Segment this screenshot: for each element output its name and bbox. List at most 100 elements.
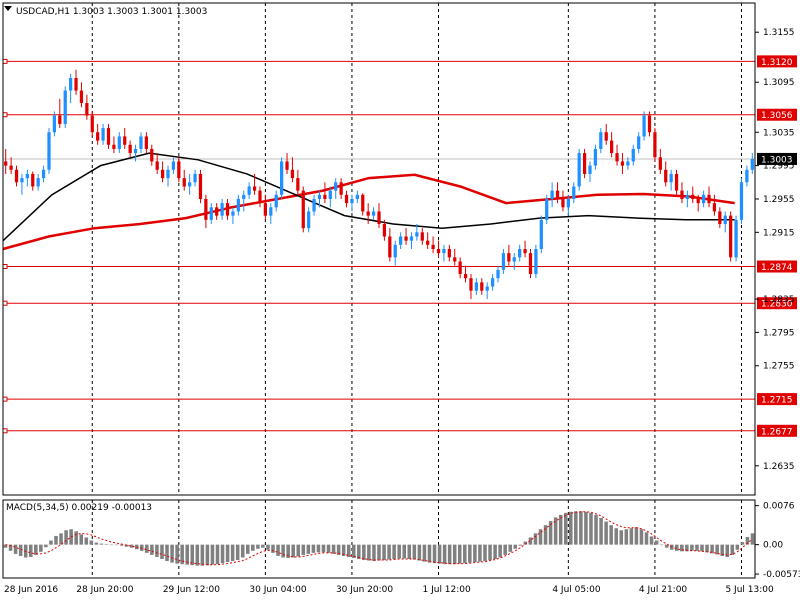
candle-body	[301, 190, 305, 229]
level-anchor-icon	[2, 396, 8, 402]
macd-bar	[508, 544, 512, 552]
level-label: 1.2715	[761, 396, 793, 406]
candle-body	[188, 182, 192, 187]
macd-bar	[240, 544, 245, 558]
macd-bar	[745, 536, 750, 545]
macd-bar	[59, 533, 63, 545]
macd-bar	[675, 544, 679, 551]
price-tick-label: 1.2835	[763, 295, 795, 305]
macd-bar	[659, 544, 664, 546]
candle-body	[101, 128, 105, 141]
candle-body	[745, 169, 749, 183]
candle-body	[453, 257, 457, 262]
macd-bar	[715, 544, 719, 555]
chart-menu-triangle-icon[interactable]	[4, 6, 12, 11]
macd-bar	[160, 544, 164, 560]
candle-body	[112, 144, 116, 149]
macd-bar	[49, 540, 53, 545]
candle-body	[469, 278, 473, 291]
candle-body	[669, 173, 673, 183]
candle-body	[555, 190, 560, 199]
macd-bar	[710, 544, 714, 554]
macd-bar	[442, 544, 447, 565]
candle-body	[74, 78, 78, 91]
macd-bar	[114, 544, 119, 546]
candle-body	[247, 186, 251, 195]
candle-body	[426, 240, 430, 245]
macd-bar	[452, 544, 457, 565]
time-tick-label: 28 Jun 2016	[4, 585, 58, 595]
macd-bar	[336, 544, 341, 555]
candle-body	[388, 236, 392, 258]
level-label-bg	[757, 108, 797, 121]
macd-bar	[246, 544, 250, 554]
candle-body	[599, 132, 603, 149]
macd-bar	[457, 544, 462, 564]
price-pane-border	[2, 2, 756, 496]
macd-bar	[170, 544, 174, 563]
current-price-badge	[757, 152, 797, 165]
macd-tick-label: -0.00573	[763, 570, 800, 580]
macd-bar	[417, 544, 422, 561]
macd-bar	[8, 544, 13, 551]
candle-body	[729, 215, 733, 258]
candle-body	[285, 161, 289, 170]
macd-bar	[498, 544, 502, 558]
macd-bar	[558, 514, 563, 545]
macd-bar	[271, 544, 275, 553]
macd-bar	[377, 544, 381, 561]
candle-body	[382, 223, 387, 237]
macd-bar	[230, 544, 235, 562]
candle-body	[355, 194, 359, 199]
macd-bar	[44, 544, 48, 548]
macd-bar	[13, 544, 18, 554]
moving-averages	[2, 152, 735, 251]
macd-bar	[301, 544, 306, 555]
macd-bar	[195, 544, 200, 566]
candle-body	[415, 232, 419, 237]
candle-body	[252, 186, 257, 191]
macd-bar	[185, 544, 189, 565]
macd-bar	[109, 544, 114, 546]
macd-bar	[175, 544, 179, 564]
candle-body	[409, 236, 414, 241]
candle-body	[79, 90, 84, 104]
candle-body	[577, 153, 581, 187]
candle-body	[307, 211, 311, 229]
candle-body	[626, 161, 630, 166]
candle-body	[750, 158, 754, 170]
macd-bar	[447, 544, 452, 565]
candle-body	[171, 161, 176, 170]
candle-body	[734, 219, 738, 258]
moving-average-line	[2, 152, 735, 242]
candle-body	[160, 169, 165, 179]
candle-body	[242, 194, 246, 199]
candle-body	[128, 144, 132, 154]
candle-body	[723, 215, 727, 224]
macd-bar	[579, 511, 583, 545]
candle-body	[36, 178, 40, 187]
candle-body	[447, 249, 451, 258]
macd-bar	[3, 544, 8, 548]
level-label-bg	[757, 393, 797, 406]
macd-pane	[3, 511, 755, 566]
candle-body	[399, 236, 403, 245]
candle-body	[106, 128, 111, 145]
candle-body	[420, 232, 424, 241]
candle-body	[637, 136, 641, 149]
candle-body	[139, 136, 143, 149]
macd-tick-label: 0.00	[763, 541, 783, 551]
macd-bar	[483, 544, 487, 562]
candle-body	[225, 203, 230, 216]
candle-body	[182, 178, 186, 187]
candle-body	[582, 153, 587, 174]
macd-bar	[548, 521, 553, 545]
level-anchor-icon	[2, 300, 8, 306]
price-tick-label: 1.3095	[763, 78, 795, 88]
macd-bar	[629, 528, 634, 545]
macd-bar	[357, 544, 361, 560]
candle-body	[485, 286, 489, 291]
candle-body	[317, 194, 322, 199]
macd-bar	[225, 544, 230, 563]
candle-body	[431, 244, 435, 249]
